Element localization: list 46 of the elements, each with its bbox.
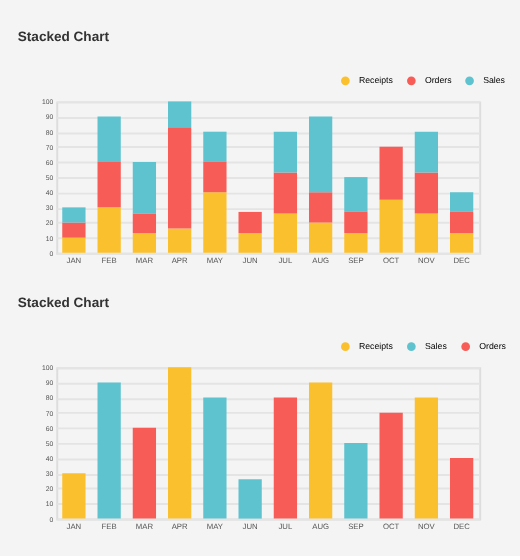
bar — [97, 161, 121, 208]
bar — [273, 131, 298, 173]
bar — [344, 442, 368, 519]
bar — [238, 233, 262, 253]
bar — [449, 211, 474, 234]
bar — [273, 172, 298, 214]
bar — [238, 479, 262, 519]
bar — [132, 161, 157, 214]
bar — [449, 192, 474, 212]
bar — [344, 211, 368, 234]
bar — [97, 116, 121, 162]
bar — [168, 367, 192, 519]
bar — [203, 397, 227, 519]
bar — [414, 131, 439, 173]
bar — [203, 192, 227, 253]
bar — [273, 213, 298, 253]
bar — [132, 213, 157, 234]
bar — [308, 192, 333, 223]
bar — [97, 207, 121, 253]
bar — [132, 427, 157, 519]
bar — [97, 382, 121, 519]
bar — [379, 146, 403, 200]
bar — [238, 211, 262, 234]
bar — [379, 199, 403, 253]
bar — [449, 233, 474, 253]
bar — [414, 397, 439, 519]
bar — [62, 237, 86, 253]
bar — [168, 127, 192, 229]
bar — [62, 222, 86, 238]
bar — [168, 101, 192, 128]
bar — [203, 161, 227, 193]
bar — [132, 233, 157, 253]
bar — [273, 397, 298, 519]
bar — [62, 207, 86, 223]
bar — [344, 233, 368, 253]
bar — [308, 116, 333, 193]
bar — [414, 172, 439, 214]
bar — [62, 473, 86, 519]
bar — [168, 228, 192, 253]
bar — [414, 213, 439, 253]
bar — [449, 458, 474, 519]
bar — [308, 382, 333, 519]
bar — [308, 222, 333, 253]
bar — [344, 177, 368, 212]
bar — [203, 131, 227, 162]
bar — [379, 412, 403, 519]
